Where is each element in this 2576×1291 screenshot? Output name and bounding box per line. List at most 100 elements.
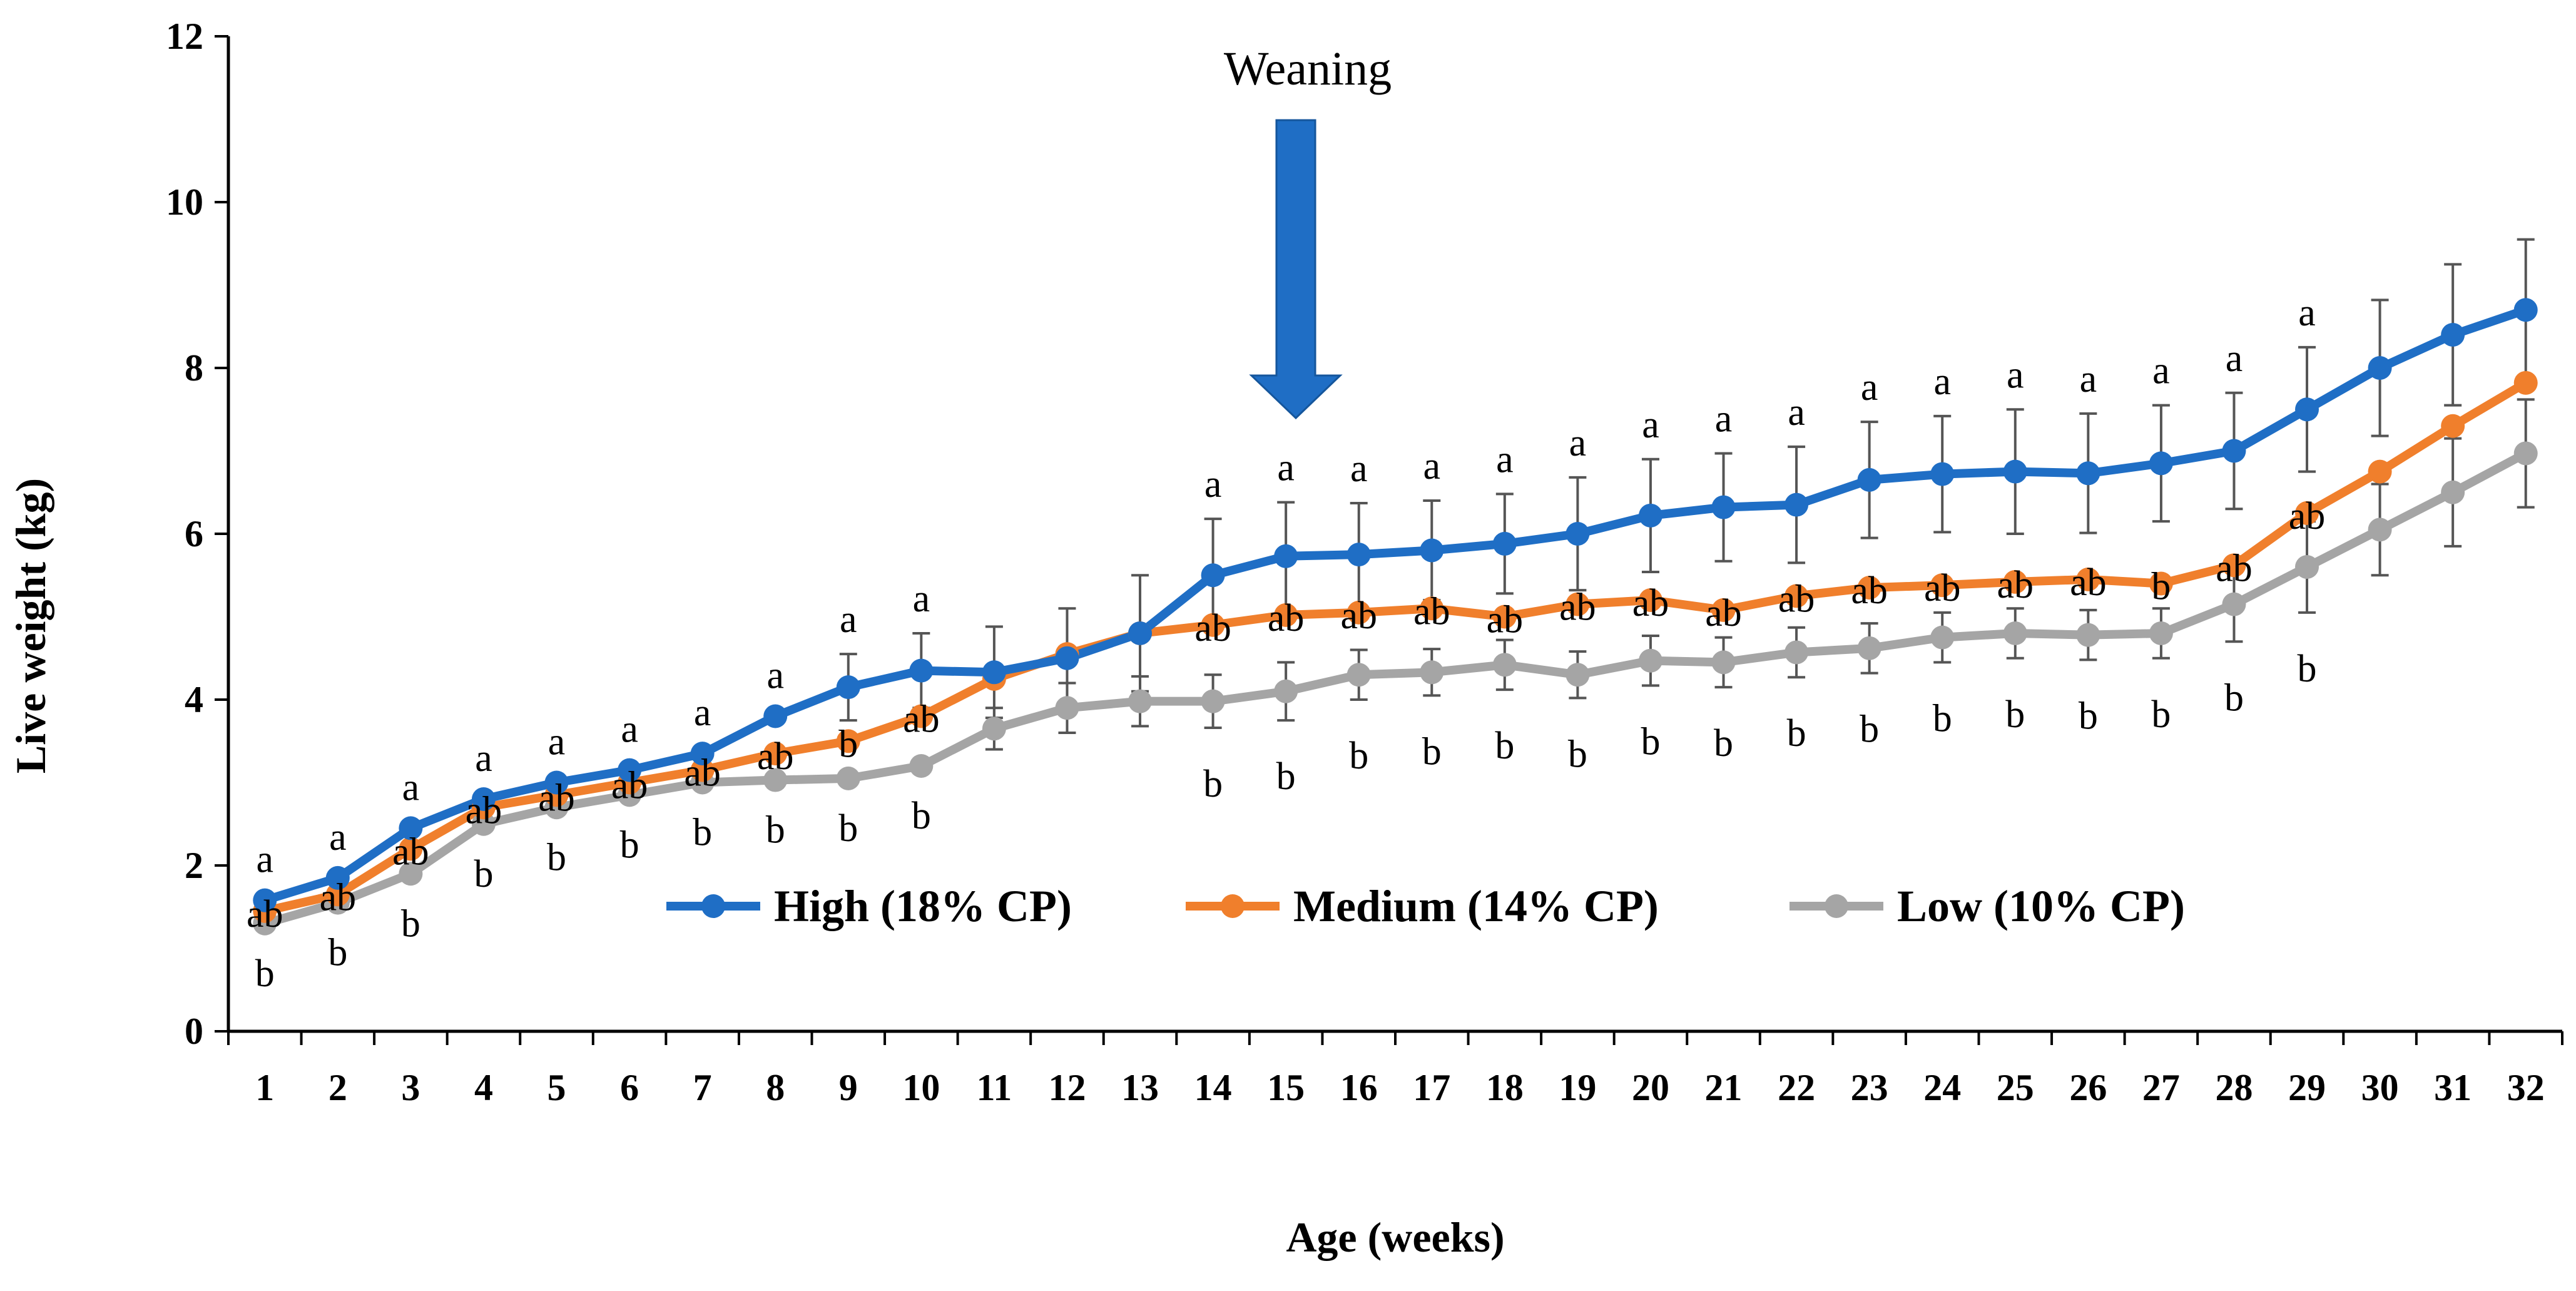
data-point	[2222, 439, 2246, 463]
data-point	[1930, 573, 1955, 598]
data-point	[2513, 370, 2538, 395]
weaning-annotation: Weaning	[1224, 43, 1392, 420]
x-tick-label: 16	[1340, 1067, 1378, 1108]
x-tick-label: 9	[839, 1067, 858, 1108]
significance-letter: b	[2079, 695, 2098, 737]
data-point	[690, 742, 715, 766]
significance-letter: b	[401, 902, 420, 945]
legend-swatch-marker	[1825, 894, 1848, 918]
legend-swatch-marker	[701, 894, 725, 918]
y-tick-label: 6	[185, 513, 203, 554]
data-point	[471, 812, 496, 836]
data-point	[325, 865, 350, 890]
significance-letter: ab	[1778, 578, 1815, 620]
significance-letter: b	[2151, 566, 2171, 608]
significance-letter: b	[2298, 648, 2317, 690]
significance-letter: ab	[392, 831, 429, 874]
data-point	[690, 758, 715, 782]
significance-letter: b	[2151, 693, 2171, 736]
x-tick-label: 8	[766, 1067, 785, 1108]
series-line-2	[263, 449, 2528, 928]
significance-letter: b	[2224, 676, 2244, 719]
significance-letter: a	[1861, 366, 1878, 409]
data-point	[1128, 621, 1153, 645]
x-tick-label: 15	[1267, 1067, 1305, 1108]
legend-item-2: Low (10% CP)	[1789, 881, 2185, 931]
significance-letter: ab	[1632, 582, 1669, 625]
error-bars	[839, 238, 2535, 751]
significance-letter: a	[1350, 447, 1368, 490]
data-point	[2295, 555, 2319, 579]
data-point	[2441, 480, 2465, 504]
data-point	[2003, 459, 2027, 484]
data-point	[2076, 461, 2100, 486]
significance-letter: ab	[247, 893, 283, 936]
data-point	[836, 729, 860, 753]
x-tick-label: 3	[401, 1067, 420, 1108]
data-point	[2441, 323, 2465, 347]
significance-letter: ab	[1268, 597, 1305, 640]
data-point	[1565, 663, 1590, 687]
series-lines	[263, 305, 2528, 928]
significance-letter: a	[1933, 360, 1951, 403]
data-point	[2368, 518, 2392, 542]
data-point	[1565, 522, 1590, 546]
significance-letter: b	[2005, 693, 2025, 736]
series-line-0	[263, 305, 2527, 905]
x-tick-label: 11	[977, 1067, 1012, 1108]
weaning-arrow-icon	[1249, 119, 1343, 420]
y-ticks: 0 2 4 6 8 10 12	[166, 16, 228, 1052]
x-tick-label: 29	[2288, 1067, 2326, 1108]
data-point	[1638, 503, 1662, 528]
data-point	[1492, 653, 1517, 677]
significance-letter: b	[1787, 712, 1806, 755]
legend-swatch-marker	[1221, 894, 1245, 918]
data-point	[2003, 621, 2027, 645]
x-tick-label: 1	[255, 1067, 274, 1108]
data-point	[2076, 623, 2100, 647]
significance-letter: a	[1569, 422, 1587, 464]
data-point	[544, 770, 569, 795]
x-axis-title: Age (weeks)	[1286, 1213, 1504, 1261]
significance-letter: ab	[2216, 547, 2253, 589]
data-point	[1128, 689, 1153, 713]
data-point	[2076, 567, 2100, 591]
series-line-1	[263, 379, 2528, 916]
significance-letter: b	[838, 723, 858, 765]
significance-letter: b	[547, 836, 566, 879]
significance-letter: ab	[466, 789, 502, 832]
x-tick-label: 30	[2361, 1067, 2399, 1108]
significance-letter: ab	[1851, 569, 1888, 612]
significance-letter: ab	[2070, 561, 2107, 604]
data-point	[2003, 569, 2027, 594]
significance-letter: a	[402, 766, 420, 809]
y-tick-label: 10	[166, 181, 203, 223]
data-point	[1857, 636, 1881, 660]
significance-letter: a	[2007, 354, 2024, 396]
data-point	[1347, 543, 1371, 567]
significance-letter: b	[1714, 722, 1733, 765]
x-tick-label: 6	[620, 1067, 639, 1108]
legend-label: Medium (14% CP)	[1293, 881, 1659, 931]
significance-letter: ab	[684, 752, 721, 795]
significance-letter: ab	[538, 777, 575, 819]
data-point	[2295, 501, 2319, 525]
series-points	[253, 298, 2538, 936]
significance-letter: a	[1423, 445, 1441, 487]
significance-letter: a	[766, 655, 784, 697]
significance-letter: b	[912, 795, 931, 837]
data-point	[1857, 576, 1881, 600]
significance-letter: b	[474, 853, 493, 896]
data-point	[2513, 441, 2538, 466]
data-point	[909, 704, 934, 728]
data-point	[2441, 414, 2465, 438]
x-tick-label: 2	[328, 1067, 347, 1108]
data-point	[2149, 621, 2173, 645]
y-tick-label: 8	[185, 347, 203, 389]
data-point	[1638, 588, 1662, 612]
x-tick-label: 13	[1121, 1067, 1159, 1108]
data-point	[1347, 600, 1371, 625]
data-point	[763, 768, 788, 792]
x-tick-label: 32	[2507, 1067, 2545, 1108]
